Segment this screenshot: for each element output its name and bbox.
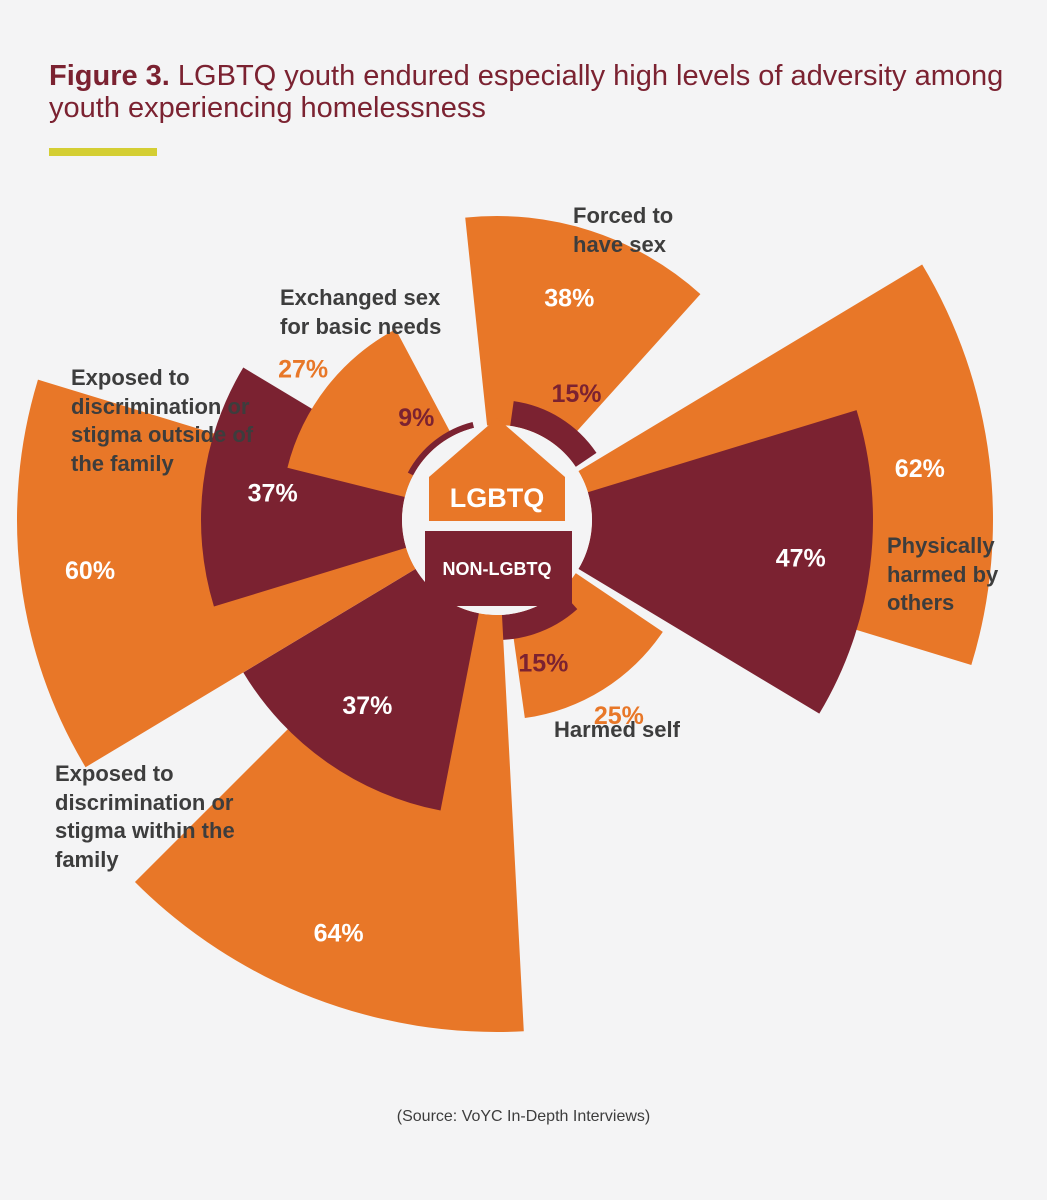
sector-non-lgbtq-physically-harmed: [578, 410, 874, 714]
house-roof-lgbtq: [429, 418, 565, 521]
category-label-exchanged-sex: Exchanged sex for basic needs: [280, 284, 460, 341]
category-text: Harmed self: [554, 717, 680, 742]
value-label-non-lgbtq-forced-sex: 15%: [551, 380, 601, 408]
category-text: Exposed to discrimination or stigma with…: [55, 761, 235, 872]
category-text: Exposed to discrimination or stigma outs…: [71, 365, 254, 476]
value-label-lgbtq-forced-sex: 38%: [544, 284, 594, 312]
value-label-non-lgbtq-harmed-self: 15%: [518, 650, 568, 678]
value-label-lgbtq-harmed-self: 25%: [594, 702, 644, 730]
center-house: LGBTQ NON-LGBTQ: [425, 418, 572, 606]
value-labels: 38% 15% 62% 47% 25% 15% 64% 37% 60% 37% 27% 9%: [65, 284, 945, 947]
house-base-non-lgbtq: [425, 531, 572, 606]
category-label-stigma-within-family: Exposed to discrimination or stigma with…: [55, 760, 270, 874]
category-text: Exchanged sex for basic needs: [280, 285, 442, 339]
value-label-lgbtq-stigma-outside-family: 60%: [65, 557, 115, 585]
center-label-non-lgbtq: NON-LGBTQ: [443, 559, 552, 579]
sector-non-lgbtq-stigma-within-family: [243, 568, 479, 811]
category-label-physically-harmed: Physically harmed by others: [887, 532, 1009, 618]
sector-non-lgbtq-exchanged-sex: [407, 422, 475, 476]
chart-title: Figure 3. LGBTQ youth endured especially…: [49, 60, 1009, 124]
sector-non-lgbtq-forced-sex: [510, 401, 597, 467]
value-label-lgbtq-stigma-within-family: 64%: [314, 920, 364, 948]
sector-non-lgbtq-stigma-outside-family: [200, 367, 416, 607]
sector-group: [16, 216, 993, 1033]
value-label-non-lgbtq-physically-harmed: 47%: [776, 544, 826, 572]
center-label-lgbtq: LGBTQ: [450, 483, 545, 513]
source-note: (Source: VoYC In-Depth Interviews): [396, 1108, 651, 1125]
category-label-forced-sex: Forced to have sex: [573, 202, 685, 259]
value-label-lgbtq-exchanged-sex: 27%: [278, 356, 328, 384]
sector-lgbtq-forced-sex: [465, 216, 701, 450]
category-label-stigma-outside-family: Exposed to discrimination or stigma outs…: [71, 364, 286, 478]
figure-title: LGBTQ youth endured especially high leve…: [49, 60, 1004, 124]
value-label-non-lgbtq-stigma-within-family: 37%: [342, 692, 392, 720]
sector-lgbtq-exchanged-sex: [287, 329, 453, 498]
value-label-non-lgbtq-exchanged-sex: 9%: [398, 404, 434, 432]
category-text: Forced to have sex: [573, 203, 674, 257]
value-label-lgbtq-physically-harmed: 62%: [895, 455, 945, 483]
figure-label: Figure 3.: [49, 60, 170, 92]
category-text: Physically harmed by others: [887, 533, 999, 615]
value-label-non-lgbtq-stigma-outside-family: 37%: [248, 479, 298, 507]
title-accent-bar: [49, 148, 157, 156]
category-label-harmed-self: Harmed self: [554, 716, 680, 745]
